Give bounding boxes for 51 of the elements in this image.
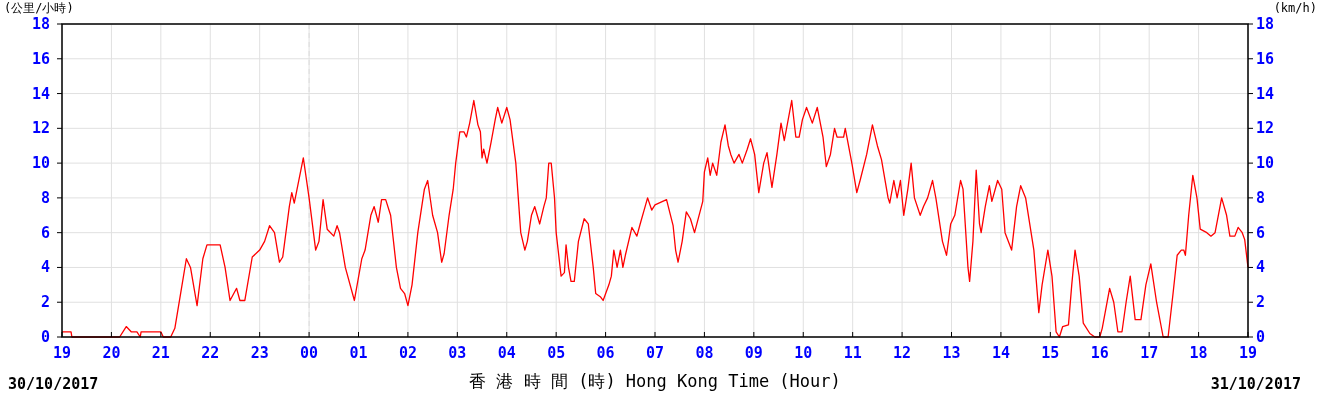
x-tick-label: 20: [102, 344, 121, 362]
y2-axis-title: (km/h): [1273, 1, 1317, 15]
x-tick-label: 11: [843, 344, 862, 362]
y2-tick-label: 18: [1256, 15, 1275, 33]
y-tick-label: 0: [40, 328, 50, 346]
y2-tick-label: 10: [1256, 154, 1275, 173]
y2-tick-label: 8: [1256, 188, 1266, 207]
y-tick-label: 10: [31, 154, 50, 173]
x-axis-title: 香 港 時 間 (時) Hong Kong Time (Hour): [469, 371, 841, 391]
x-tick-label: 03: [448, 344, 467, 362]
x-tick-label: 09: [744, 344, 763, 362]
y2-tick-label: 4: [1256, 258, 1266, 277]
x-tick-label: 16: [1090, 344, 1109, 362]
x-tick-label: 06: [596, 344, 615, 362]
x-tick-label: 01: [349, 344, 368, 362]
x-tick-label: 15: [1041, 344, 1060, 362]
y-tick-label: 2: [40, 293, 50, 312]
y2-tick-label: 2: [1256, 293, 1266, 312]
x-tick-label: 19: [1238, 344, 1258, 362]
y2-tick-label: 14: [1256, 84, 1275, 103]
text: 30/10/2017: [8, 375, 99, 393]
y2-tick-label: 12: [1256, 119, 1275, 138]
y2-tick-label: 16: [1256, 49, 1275, 68]
y-tick-label: 18: [31, 15, 50, 33]
x-tick-label: 13: [942, 344, 961, 362]
x-tick-label: 17: [1140, 344, 1159, 362]
x-tick-label: 19: [52, 344, 72, 362]
x-tick-label: 12: [893, 344, 912, 362]
y-tick-label: 6: [40, 223, 50, 242]
x-tick-label: 02: [398, 344, 417, 362]
x-tick-label: 21: [151, 344, 170, 362]
y2-tick-label: 6: [1256, 223, 1266, 242]
x-tick-label: 05: [547, 344, 566, 362]
y2-tick-label: 0: [1256, 328, 1266, 346]
y-axis-title: (公里/小時): [4, 1, 74, 15]
x-tick-label: 14: [991, 344, 1010, 362]
x-tick-label: 22: [201, 344, 220, 362]
y-tick-label: 4: [40, 258, 50, 277]
x-tick-label: 23: [250, 344, 269, 362]
x-tick-label: 07: [645, 344, 665, 362]
y-tick-label: 12: [31, 119, 50, 138]
x-tick-label: 10: [794, 344, 813, 362]
line-series: [61, 99, 1249, 338]
y-tick-label: 14: [31, 84, 50, 103]
x-tick-label: 04: [497, 344, 516, 362]
y-tick-label: 8: [40, 188, 50, 207]
x-tick-label: 08: [695, 344, 714, 362]
x-tick-label: 00: [300, 344, 319, 362]
text: 31/10/2017: [1210, 375, 1301, 393]
x-tick-label: 18: [1189, 344, 1208, 362]
y-tick-label: 16: [31, 49, 50, 68]
